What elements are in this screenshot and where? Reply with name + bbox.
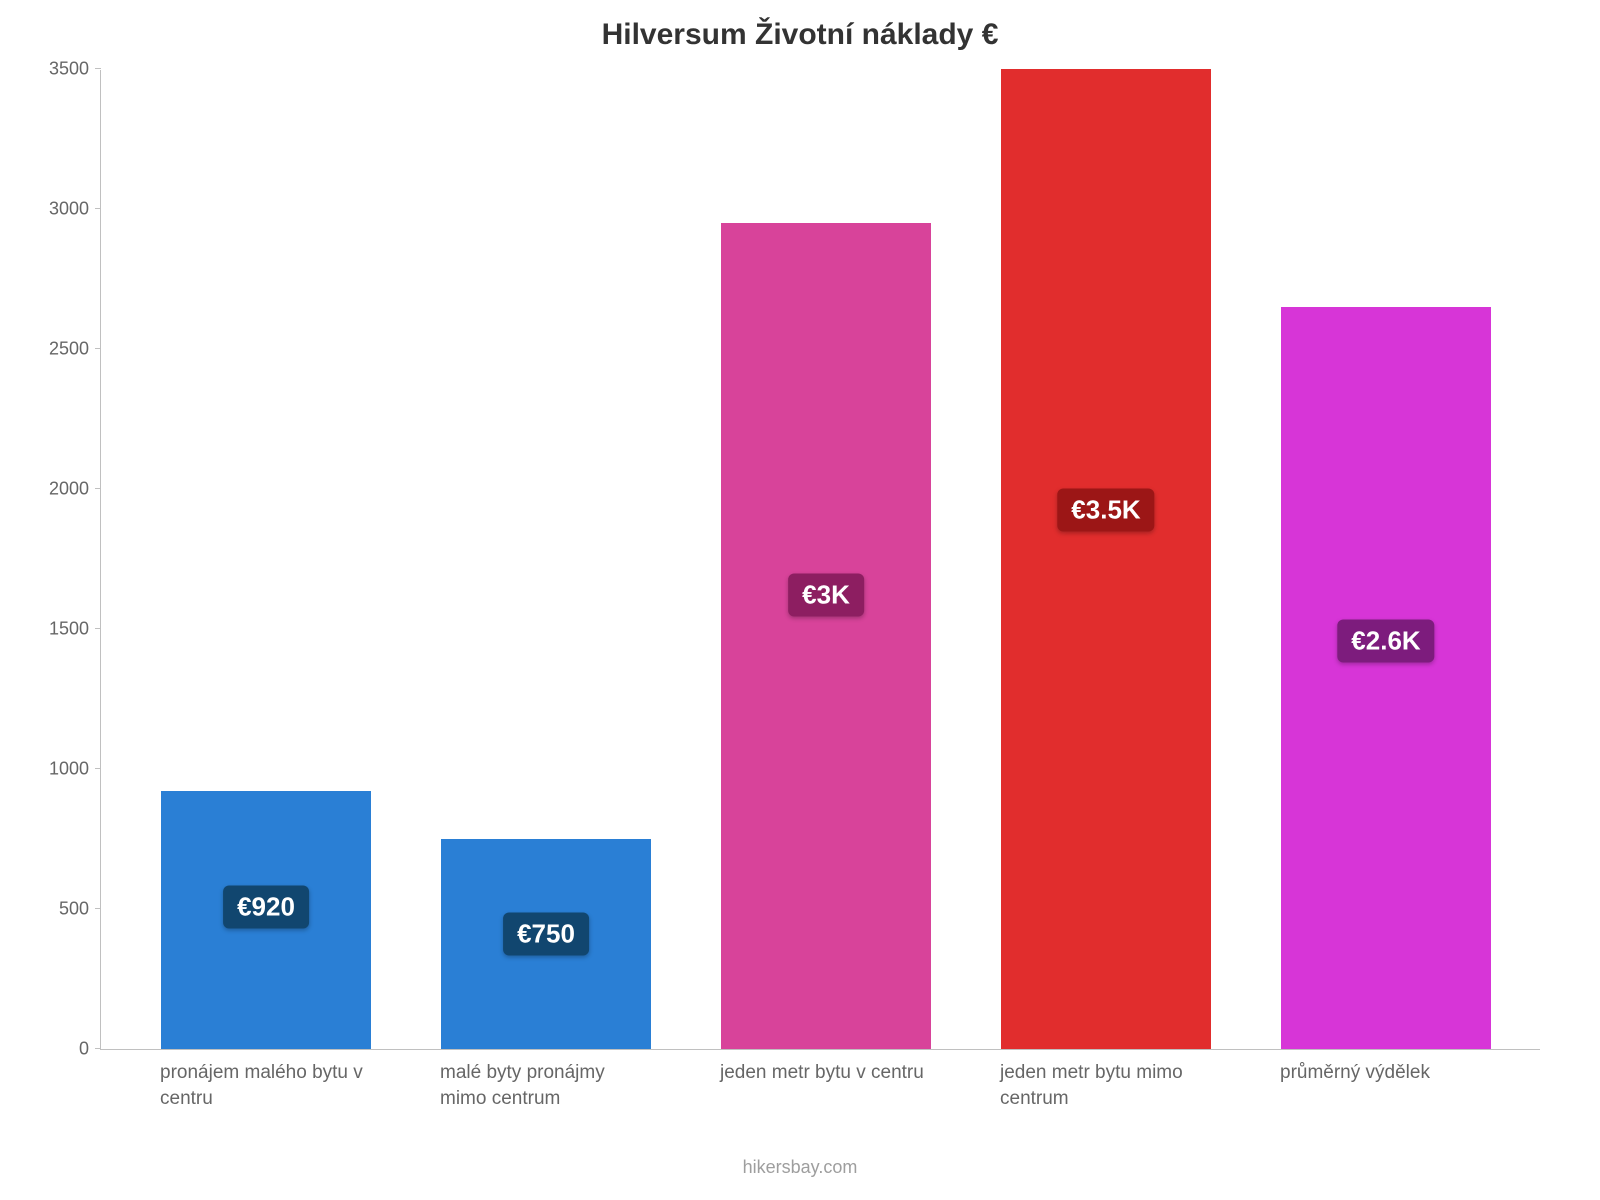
x-category-label: jeden metr bytu v centru (720, 1060, 930, 1086)
y-tick-mark (95, 908, 101, 909)
bar: €3.5K (1001, 69, 1211, 1049)
plot-area: 0500100015002000250030003500€920€750€3K€… (100, 70, 1540, 1050)
x-category-label: jeden metr bytu mimo centrum (1000, 1060, 1210, 1111)
bar-value-badge: €3.5K (1057, 489, 1154, 532)
y-tick-label: 1000 (49, 759, 101, 780)
y-tick-mark (95, 348, 101, 349)
bar-value-badge: €750 (503, 912, 589, 955)
y-tick-label: 0 (79, 1039, 101, 1060)
bar-value-badge: €2.6K (1337, 619, 1434, 662)
cost-of-living-chart: Hilversum Životní náklady € 0 500 1000 1500… (0, 0, 1600, 1200)
y-tick-label: 3000 (49, 199, 101, 220)
x-category-label: malé byty pronájmy mimo centrum (440, 1060, 650, 1111)
bar: €3K (721, 223, 931, 1049)
bar: €920 (161, 791, 371, 1049)
y-tick-label: 2000 (49, 479, 101, 500)
x-category-label: pronájem malého bytu v centru (160, 1060, 370, 1111)
y-tick-mark (95, 68, 101, 69)
credit-text: hikersbay.com (0, 1157, 1600, 1178)
y-tick-label: 1500 (49, 619, 101, 640)
y-tick-mark (95, 628, 101, 629)
bar: €750 (441, 839, 651, 1049)
y-tick-mark (95, 488, 101, 489)
bar: €2.6K (1281, 307, 1491, 1049)
y-tick-mark (95, 208, 101, 209)
bar-value-badge: €3K (788, 573, 864, 616)
y-tick-label: 2500 (49, 339, 101, 360)
chart-title: Hilversum Životní náklady € (0, 18, 1600, 52)
x-category-label: průměrný výdělek (1280, 1060, 1490, 1086)
y-tick-mark (95, 1048, 101, 1049)
y-tick-label: 500 (59, 899, 101, 920)
bar-value-badge: €920 (223, 886, 309, 929)
y-tick-label: 3500 (49, 59, 101, 80)
y-tick-mark (95, 768, 101, 769)
